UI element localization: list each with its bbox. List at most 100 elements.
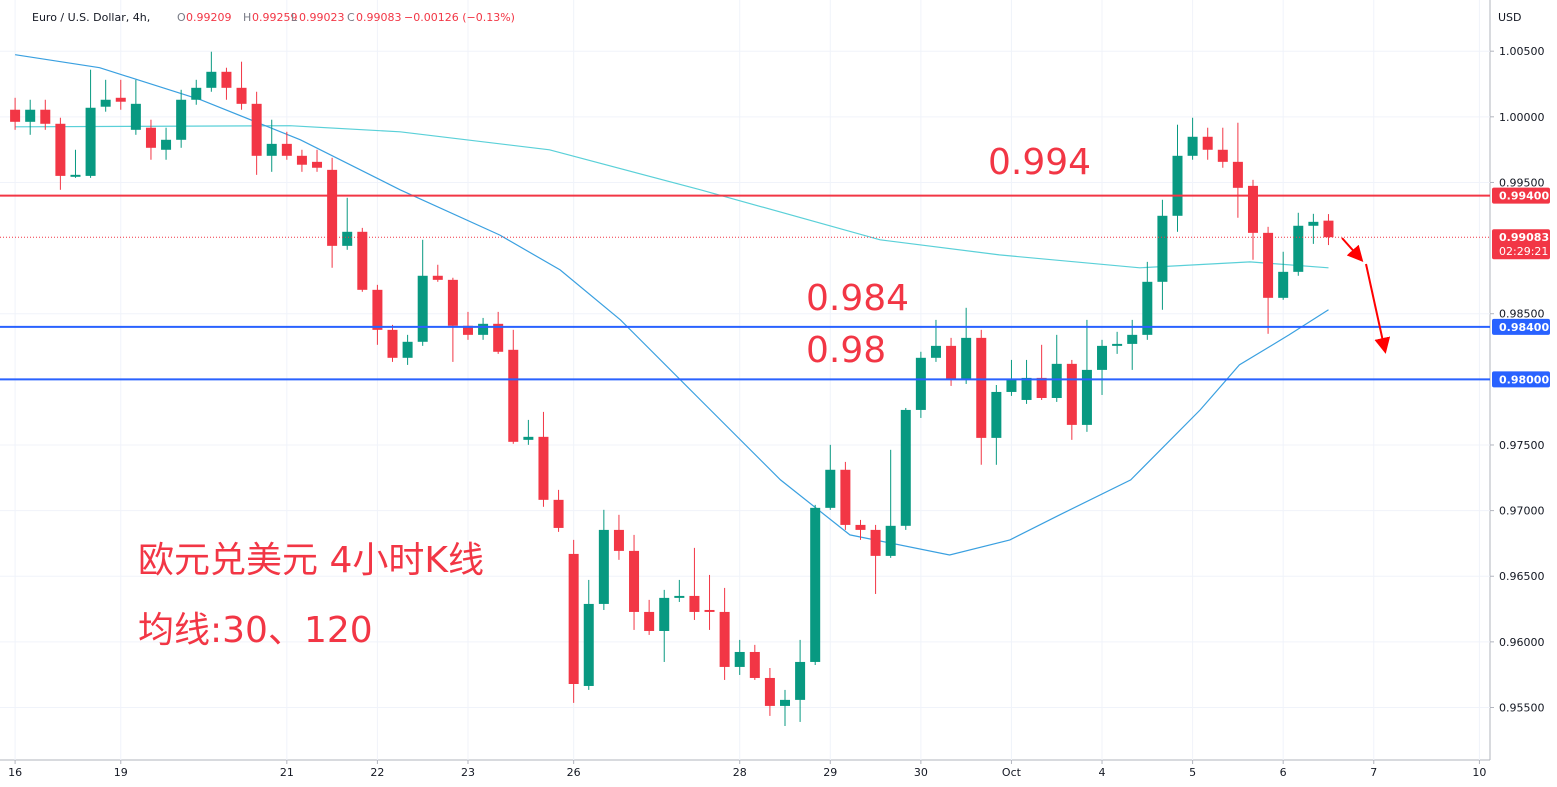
candle-body <box>749 651 760 678</box>
candle-body <box>538 436 549 500</box>
candle-body <box>659 597 670 631</box>
x-tick-label: 19 <box>114 766 128 779</box>
candle-body <box>357 231 368 290</box>
level-label: 0.99400 <box>1499 190 1549 203</box>
candle-body <box>1202 136 1213 150</box>
y-tick-label: 0.98500 <box>1499 308 1545 321</box>
x-tick-label: 26 <box>567 766 581 779</box>
candle-body <box>1217 149 1228 162</box>
candle-body <box>689 595 700 612</box>
symbol: Euro / U.S. Dollar, 4h, <box>32 11 150 24</box>
level-box <box>1492 187 1550 204</box>
l-label: L <box>291 11 298 24</box>
candle-body <box>629 550 640 612</box>
candle-body <box>387 329 398 358</box>
candle-body <box>1157 215 1168 282</box>
candle-body <box>1021 377 1032 400</box>
candle-body <box>523 436 534 440</box>
currency: USD <box>1498 11 1522 24</box>
moving-average <box>15 125 1329 269</box>
candle-body <box>946 345 957 380</box>
countdown: 02:29:21 <box>1499 245 1548 258</box>
x-tick-label: 22 <box>370 766 384 779</box>
last-price-box <box>1492 229 1550 260</box>
candle-body <box>432 275 443 280</box>
candle-body <box>1066 363 1077 425</box>
candle-body <box>1187 136 1198 156</box>
x-tick-label: 21 <box>280 766 294 779</box>
candle-body <box>1081 369 1092 425</box>
candle-body <box>583 603 594 686</box>
x-tick-label: 23 <box>461 766 475 779</box>
x-tick-label: 30 <box>914 766 928 779</box>
x-tick-label: 7 <box>1370 766 1377 779</box>
last-price-label: 0.99083 <box>1499 231 1549 244</box>
candle-body <box>251 103 262 156</box>
candle-body <box>55 123 66 176</box>
candle-body <box>115 97 126 102</box>
candle-body <box>840 469 851 525</box>
candle-body <box>25 109 36 122</box>
y-tick-label: 0.99500 <box>1499 176 1545 189</box>
candle-body <box>795 661 806 700</box>
o-label: O <box>177 11 186 24</box>
candle-body <box>372 289 383 330</box>
h-value: 0.99259 <box>252 11 298 24</box>
candle-body <box>1172 155 1183 216</box>
candle-body <box>764 677 775 706</box>
candle-body <box>1051 363 1062 398</box>
x-tick-label: 6 <box>1280 766 1287 779</box>
candle-body <box>1127 334 1138 344</box>
candle-body <box>70 174 81 177</box>
y-tick-label: 0.97500 <box>1499 439 1545 452</box>
candle-body <box>568 553 579 684</box>
x-tick-label: 10 <box>1472 766 1486 779</box>
x-tick-label: 5 <box>1189 766 1196 779</box>
candle-body <box>613 529 624 551</box>
candle-body <box>342 231 353 246</box>
change: −0.00126 (−0.13%) <box>404 11 515 24</box>
candle-body <box>493 323 504 352</box>
candle-body <box>447 279 458 326</box>
candle-body <box>644 611 655 631</box>
level-label: 0.98400 <box>1499 321 1549 334</box>
candle-body <box>100 99 111 107</box>
y-tick-label: 1.00500 <box>1499 45 1545 58</box>
candle-body <box>1247 185 1258 233</box>
y-tick-label: 0.96500 <box>1499 570 1545 583</box>
candle-body <box>281 143 292 156</box>
annotation: 0.984 <box>806 278 909 319</box>
x-tick-label: 16 <box>8 766 22 779</box>
annotation: 欧元兑美元 4小时K线 <box>138 540 484 581</box>
l-value: 0.99023 <box>299 11 345 24</box>
candle-body <box>327 169 338 246</box>
candle-body <box>1308 221 1319 226</box>
annotation: 均线:30、120 <box>138 610 373 651</box>
candle-body <box>1006 379 1017 392</box>
candle-body <box>1142 281 1153 335</box>
y-tick-label: 0.97000 <box>1499 505 1545 518</box>
annotation: 0.98 <box>806 330 886 371</box>
candle-body <box>961 337 972 380</box>
candle-body <box>930 345 941 358</box>
candle-body <box>1323 220 1334 238</box>
x-tick-label: 28 <box>733 766 747 779</box>
candle-body <box>266 143 277 156</box>
candle-body <box>221 71 232 88</box>
y-tick-label: 1.00000 <box>1499 111 1545 124</box>
candle-body <box>553 499 564 528</box>
candle-body <box>915 357 926 410</box>
candle-body <box>40 109 51 124</box>
candle-body <box>704 609 715 612</box>
candle-body <box>976 337 987 438</box>
candle-body <box>719 611 730 667</box>
candle-body <box>674 595 685 598</box>
candle-body <box>598 529 609 604</box>
level-label: 0.98000 <box>1499 373 1549 386</box>
candle-body <box>176 99 187 140</box>
x-tick-label: 29 <box>823 766 837 779</box>
candle-body <box>885 525 896 556</box>
candle-body <box>402 341 413 358</box>
candle-body <box>85 107 96 176</box>
